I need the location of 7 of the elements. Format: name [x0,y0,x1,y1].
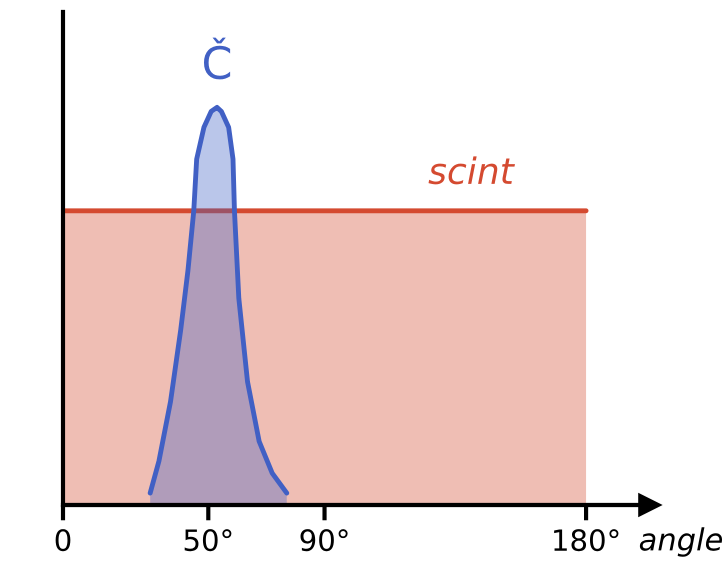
x-tick-label: 50° [184,529,232,552]
x-tick-label: 0 [56,529,70,552]
x-axis-title: angle [640,527,722,557]
series-label: scint [428,156,515,184]
series-label: Č [204,38,230,80]
x-tick-label: 180° [554,529,618,552]
x-tick-label: 90° [300,529,348,552]
